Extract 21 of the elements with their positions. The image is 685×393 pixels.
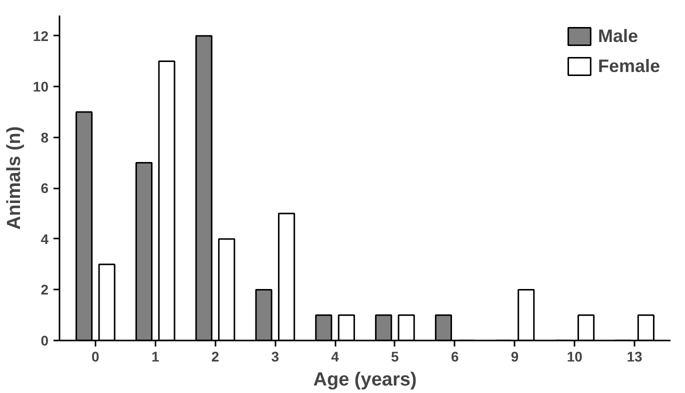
- x-tick-label: 0: [92, 348, 100, 364]
- x-tick-label: 1: [151, 348, 160, 364]
- x-tick-label: 5: [391, 348, 400, 364]
- x-tick-label: 6: [450, 348, 459, 364]
- x-tick-label: 9: [510, 348, 519, 364]
- x-axis-title: Age (years): [313, 370, 417, 390]
- x-tick-label: 4: [331, 348, 340, 364]
- x-tick-label: 2: [211, 348, 220, 364]
- y-axis-title: Animals (n): [4, 126, 25, 230]
- y-tick-label: 10: [32, 78, 49, 95]
- y-tick-label: 2: [40, 282, 49, 298]
- legend-label: Male: [598, 26, 638, 46]
- y-tick-label: 12: [32, 28, 49, 44]
- y-tick-label: 0: [40, 332, 49, 348]
- x-tick-label: 10: [566, 348, 583, 364]
- x-tick-label: 13: [626, 348, 643, 364]
- y-tick-label: 8: [40, 129, 49, 146]
- y-tick-label: 4: [40, 230, 49, 247]
- legend-label: Female: [598, 56, 660, 76]
- x-tick-label: 3: [271, 348, 280, 364]
- y-tick-label: 6: [40, 180, 49, 196]
